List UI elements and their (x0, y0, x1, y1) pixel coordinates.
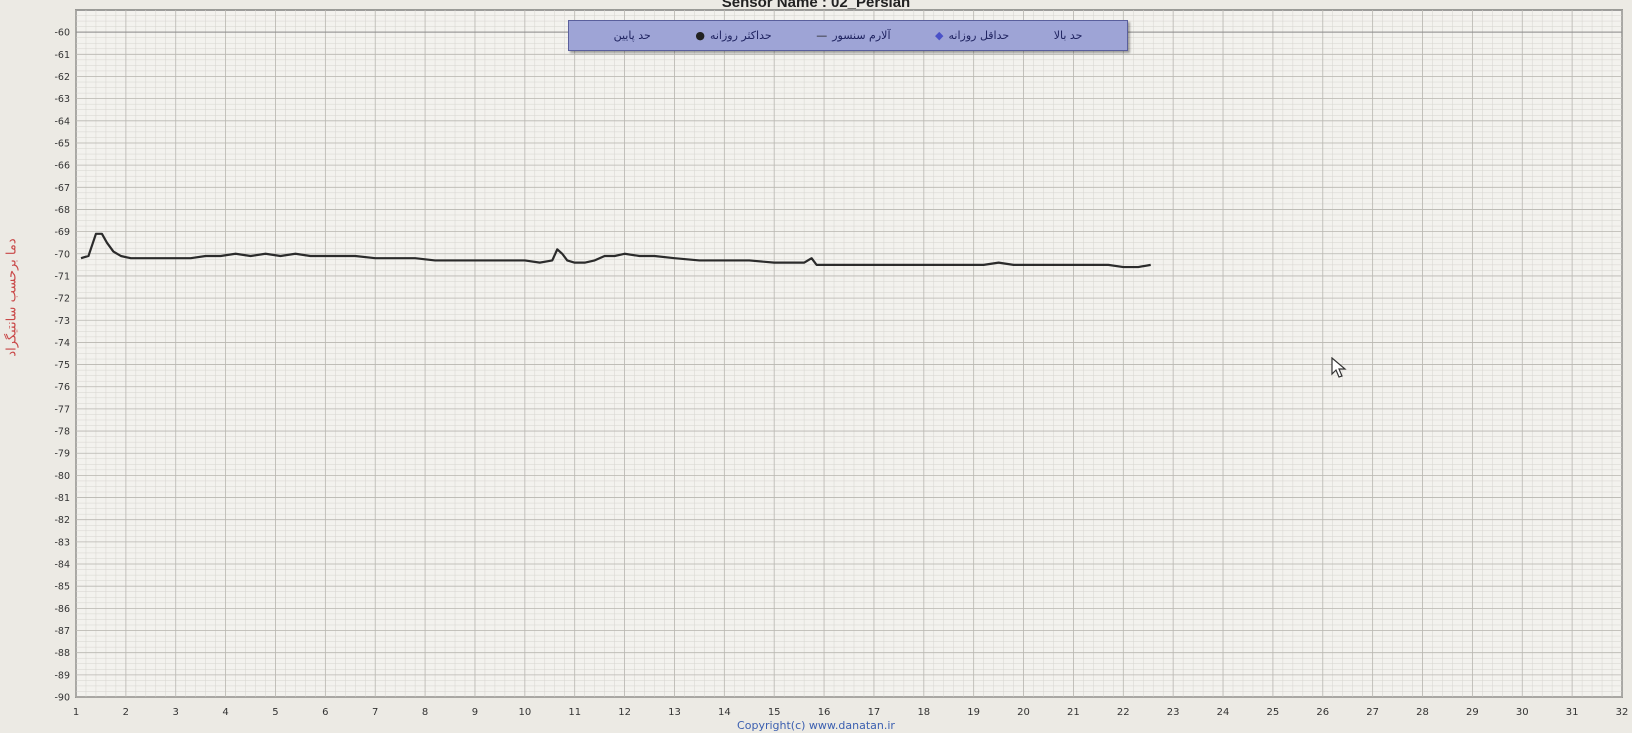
x-tick-label: 15 (768, 707, 781, 718)
x-tick-label: 25 (1267, 707, 1280, 718)
x-tick-label: 6 (322, 707, 328, 718)
x-tick-label: 13 (668, 707, 681, 718)
x-tick-label: 16 (818, 707, 831, 718)
y-tick-label: -86 (54, 604, 70, 615)
y-tick-label: -66 (54, 161, 70, 172)
legend-item: حداکثر روزانه ● (695, 29, 771, 42)
legend-item-label: حد بالا (1053, 29, 1083, 42)
legend-marker-icon: — (816, 29, 828, 42)
y-tick-label: -87 (54, 626, 70, 637)
y-tick-label: -60 (54, 28, 70, 39)
x-tick-label: 7 (372, 707, 378, 718)
x-tick-label: 23 (1167, 707, 1180, 718)
x-tick-label: 27 (1366, 707, 1379, 718)
x-tick-label: 8 (422, 707, 428, 718)
chart-title: Sensor Name : 02_Persian (721, 0, 911, 11)
y-tick-label: -72 (54, 294, 70, 305)
x-tick-label: 18 (917, 707, 930, 718)
x-tick-label: 29 (1466, 707, 1479, 718)
chart-legend: حد بالا حداقل روزانه ◆ آلارم سنسور — حداکثر ر… (568, 20, 1128, 51)
y-tick-label: -76 (54, 382, 70, 393)
y-tick-label: -77 (54, 404, 70, 415)
x-tick-label: 22 (1117, 707, 1130, 718)
y-tick-label: -74 (54, 338, 70, 349)
y-tick-label: -88 (54, 648, 70, 659)
legend-item: آلارم سنسور — (816, 29, 890, 42)
x-tick-label: 10 (518, 707, 531, 718)
y-tick-label: -80 (54, 471, 70, 482)
y-tick-label: -65 (54, 138, 70, 149)
legend-item: حد پایین (614, 29, 651, 42)
y-tick-label: -89 (54, 670, 70, 681)
x-tick-label: 12 (618, 707, 631, 718)
y-tick-label: -68 (54, 205, 70, 216)
legend-item: حد بالا (1054, 29, 1083, 42)
copyright-footer[interactable]: Copyright(c) www.danatan.ir (737, 719, 895, 732)
mouse-pointer-icon (1331, 357, 1347, 378)
y-tick-label: -78 (54, 427, 70, 438)
y-tick-label: -75 (54, 360, 70, 371)
x-tick-label: 20 (1017, 707, 1030, 718)
x-tick-label: 30 (1516, 707, 1529, 718)
x-tick-label: 2 (123, 707, 129, 718)
y-tick-label: -70 (54, 249, 70, 260)
x-tick-label: 31 (1566, 707, 1579, 718)
y-tick-label: -90 (54, 693, 70, 704)
legend-item-label: حد پایین (613, 29, 651, 42)
y-tick-label: -73 (54, 316, 70, 327)
y-tick-label: -71 (54, 271, 70, 282)
x-tick-label: 24 (1217, 707, 1230, 718)
x-tick-label: 11 (568, 707, 581, 718)
x-tick-label: 3 (173, 707, 179, 718)
y-tick-label: -69 (54, 227, 70, 238)
x-tick-label: 17 (868, 707, 881, 718)
y-tick-label: -64 (54, 116, 70, 127)
y-tick-label: -81 (54, 493, 70, 504)
x-tick-label: 28 (1416, 707, 1429, 718)
x-tick-label: 21 (1067, 707, 1080, 718)
legend-item-label: حداقل روزانه (948, 29, 1010, 42)
x-tick-label: 19 (967, 707, 980, 718)
y-tick-label: -84 (54, 560, 70, 571)
y-tick-label: -83 (54, 537, 70, 548)
legend-marker-icon: ◆ (935, 29, 944, 42)
x-tick-label: 9 (472, 707, 478, 718)
x-tick-label: 5 (272, 707, 278, 718)
y-tick-label: -63 (54, 94, 70, 105)
x-tick-label: 32 (1616, 707, 1629, 718)
y-tick-label: -85 (54, 582, 70, 593)
legend-item-label: حداکثر روزانه (709, 29, 772, 42)
series-line-sensor-alarm (80, 232, 1151, 269)
y-tick-label: -62 (54, 72, 70, 83)
legend-item: حداقل روزانه ◆ (935, 29, 1009, 42)
x-tick-label: 26 (1316, 707, 1329, 718)
legend-marker-icon: ● (695, 29, 705, 42)
y-tick-label: -61 (54, 50, 70, 61)
x-tick-label: 14 (718, 707, 731, 718)
x-tick-label: 1 (73, 707, 79, 718)
x-tick-label: 4 (222, 707, 228, 718)
y-tick-label: -82 (54, 515, 70, 526)
legend-item-label: آلارم سنسور (832, 29, 891, 42)
y-tick-label: -67 (54, 183, 70, 194)
y-tick-label: -79 (54, 449, 70, 460)
